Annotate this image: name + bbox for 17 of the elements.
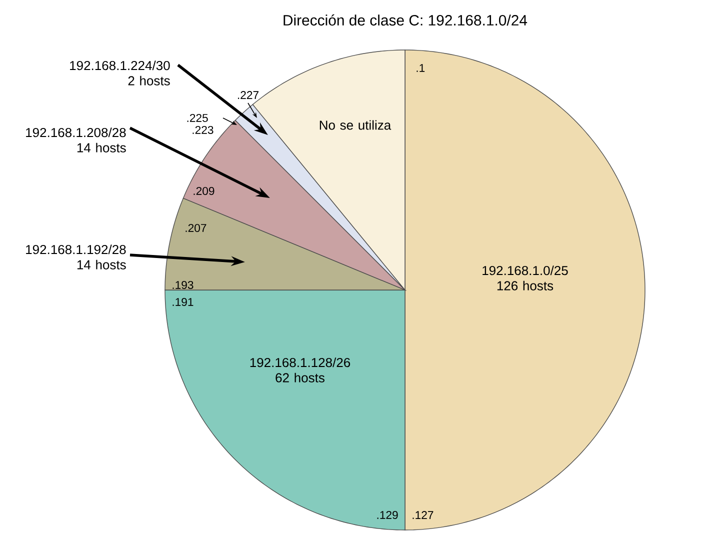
slice-label: No se utiliza bbox=[320, 120, 392, 130]
text: .127 bbox=[412, 511, 434, 519]
slice-label: 192.168.1.128/26 62 hosts bbox=[250, 358, 350, 382]
text: .207 bbox=[186, 224, 206, 232]
text: .1 bbox=[416, 64, 425, 72]
text: .223 bbox=[192, 126, 214, 134]
slice-label: 192.168.1.0/25 126 hosts bbox=[482, 266, 568, 290]
slice-label: 192.168.1.192/28 14 hosts bbox=[26, 244, 126, 270]
slice-label: 192.168.1.208/28 14 hosts bbox=[26, 128, 126, 152]
text: .193 bbox=[172, 280, 194, 290]
chart-title: Dirección de clase C: 192.168.1.0/24 bbox=[284, 14, 528, 26]
slice-label: 192.168.1.224/30 2 hosts bbox=[70, 60, 170, 86]
text: .227 bbox=[238, 91, 258, 99]
text: .129 bbox=[377, 510, 398, 519]
text: .209 bbox=[194, 186, 214, 196]
text: .225 bbox=[187, 114, 208, 122]
text: .191 bbox=[172, 298, 194, 306]
